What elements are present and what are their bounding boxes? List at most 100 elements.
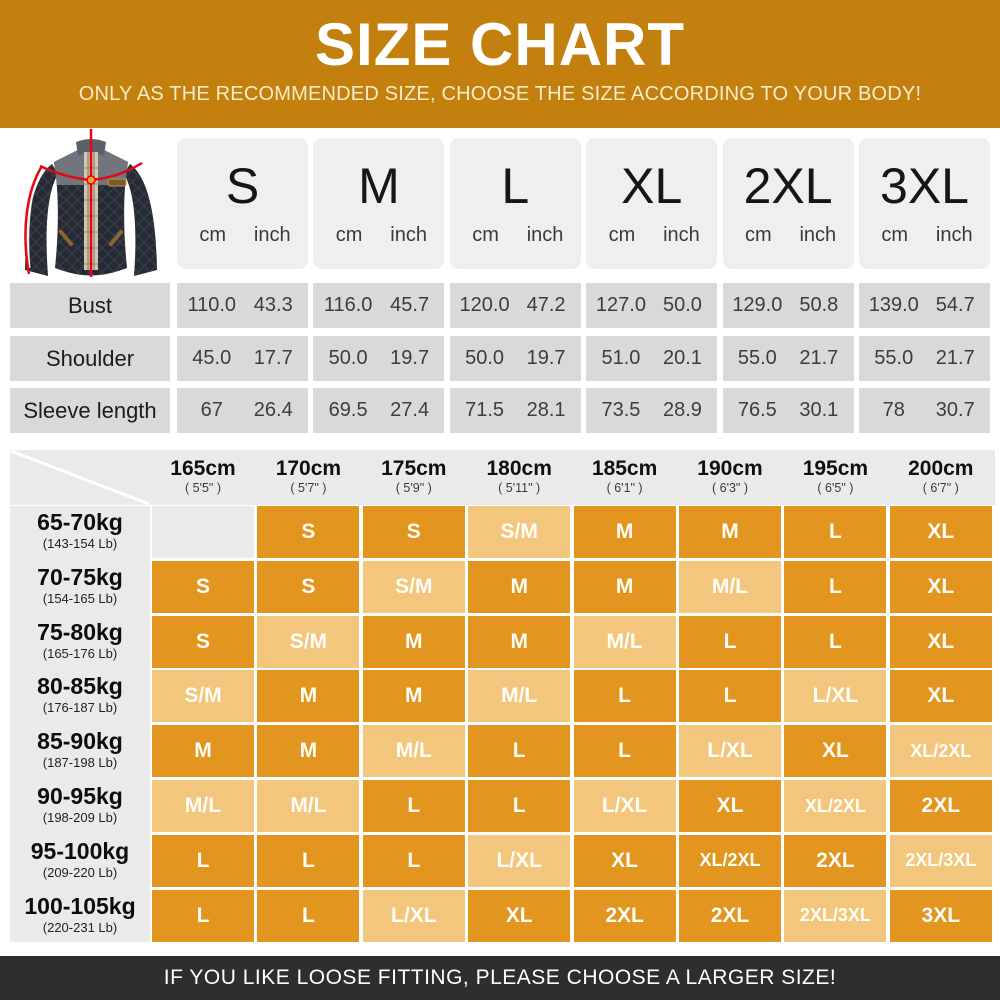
cm-value: 67	[200, 399, 223, 421]
fit-cell: L	[468, 725, 571, 778]
fit-cell: M	[468, 615, 571, 668]
fit-cell: 2XL	[573, 889, 676, 942]
measure-line-sleeve	[24, 165, 44, 275]
header-banner: SIZE CHART ONLY AS THE RECOMMENDED SIZE,…	[0, 0, 1000, 128]
height-header-175cm: 175cm( 5'9" )	[363, 450, 465, 505]
fit-size-text: XL	[927, 629, 955, 653]
fit-cell: L	[573, 725, 676, 778]
fit-size-text: M	[721, 520, 739, 543]
inch-value: 17.7	[253, 347, 293, 369]
height-feet-label: ( 5'9" )	[395, 481, 432, 495]
fit-cell: M	[362, 670, 465, 723]
fit-cell: M/L	[152, 780, 254, 832]
fit-size-text: M/L	[606, 629, 643, 653]
inch-value: 50.8	[799, 294, 839, 316]
unit-labels: cm inch	[586, 224, 717, 247]
fit-cell: L	[468, 780, 571, 832]
fit-cell: M	[573, 560, 676, 613]
inch-value: 45.7	[390, 294, 430, 316]
page-title: SIZE CHART	[315, 11, 685, 78]
measure-row-label: Bust	[10, 283, 170, 328]
measure-value-cell: 116.0 45.7	[313, 283, 445, 328]
weight-lb-label: (154-165 Lb)	[42, 590, 118, 606]
inch-value: 54.7	[935, 294, 975, 316]
fit-size-text: S	[301, 520, 316, 543]
fit-size-text: 2XL	[921, 794, 961, 817]
fit-cell: S/M	[362, 560, 465, 613]
cm-value: 55.0	[737, 347, 777, 369]
fit-size-text: L	[407, 794, 421, 817]
fit-size-text: M	[405, 629, 423, 653]
fit-cell: L/XL	[573, 780, 676, 832]
fit-cell: M/L	[679, 560, 781, 613]
fit-cell: S/M	[152, 670, 254, 723]
measure-value-cell: 76.5 30.1	[722, 388, 854, 433]
cm-value: 129.0	[732, 294, 783, 316]
fit-size-text: M	[299, 739, 318, 763]
fit-cell: M	[679, 506, 781, 558]
fit-size-text: M	[299, 684, 318, 708]
jacket-photo	[24, 129, 157, 277]
fit-cell: 2XL	[784, 834, 887, 887]
fit-size-text: 2XL	[816, 848, 855, 872]
fit-size-text: XL	[505, 903, 533, 927]
fit-cell: L	[573, 670, 676, 723]
fit-cell: M/L	[573, 615, 676, 668]
fit-cell: M	[257, 725, 360, 778]
fit-size-text: S/M	[184, 684, 222, 708]
height-cm-label: 200cm	[908, 457, 974, 480]
fit-size-text: M	[405, 684, 423, 708]
cm-value: 51.0	[601, 347, 641, 369]
height-feet-label: ( 6'3" )	[712, 481, 748, 495]
fit-size-text: L/XL	[812, 684, 859, 708]
fit-cell: 2XL	[679, 889, 781, 942]
inch-value: 20.1	[662, 347, 702, 369]
fit-size-text: L/XL	[496, 848, 542, 872]
fit-size-text: XL	[716, 794, 744, 817]
fit-cell: S	[152, 560, 254, 613]
measure-value-cell: 78 30.7	[859, 388, 990, 433]
fit-cell: XL	[889, 670, 992, 723]
weight-lb-label: (220-231 Lb)	[42, 919, 118, 935]
fit-size-text: S	[195, 629, 210, 653]
cm-value: 55.0	[874, 347, 914, 369]
measure-row-label: Sleeve length	[10, 388, 170, 433]
inch-unit-label: inch	[799, 224, 837, 246]
fit-size-text: M	[510, 574, 528, 598]
fit-size-text: L	[828, 520, 842, 543]
cm-unit-label: cm	[608, 224, 636, 246]
fit-cell: L	[362, 780, 465, 832]
fit-size-text: L	[618, 739, 631, 763]
measure-origin-dot	[86, 175, 96, 185]
inch-value: 30.7	[935, 399, 975, 421]
fit-cell: S/M	[257, 615, 360, 668]
fit-size-text: L	[828, 574, 842, 598]
cm-unit-label: cm	[745, 224, 772, 246]
measure-value-cell: 139.0 54.7	[859, 283, 990, 328]
measure-value-cell: 67 26.4	[177, 388, 308, 433]
unit-labels: cm inch	[450, 224, 581, 247]
fit-cell: XL/2XL	[679, 834, 781, 887]
weight-lb-label: (209-220 Lb)	[42, 864, 118, 880]
measure-value-cell: 71.5 28.1	[449, 388, 581, 433]
weight-kg-label: 70-75kg	[37, 563, 123, 590]
fit-size-text: L	[512, 794, 526, 817]
fit-cell: L	[784, 560, 887, 613]
size-column-header-2xl: 2XL cm inch	[722, 138, 854, 269]
chest-patch	[107, 178, 127, 187]
size-column-header-3xl: 3XL cm inch	[859, 138, 990, 269]
measure-row-label-text: Sleeve length	[23, 397, 157, 423]
fit-size-text: M/L	[395, 739, 432, 763]
fit-cell: XL/2XL	[889, 725, 992, 778]
fit-size-text: S	[195, 574, 210, 598]
fit-size-text: L	[196, 848, 210, 872]
weight-lb-label: (176-187 Lb)	[42, 700, 118, 716]
measure-row-label-text: Bust	[67, 292, 113, 318]
fit-cell: S	[152, 615, 254, 668]
weight-row-label-95-100kg: 95-100kg (209-220 Lb)	[10, 835, 150, 880]
fit-size-text: L	[301, 903, 315, 927]
cm-value: 50.0	[328, 347, 368, 369]
inch-value: 21.7	[935, 347, 975, 369]
measure-value-cell: 55.0 21.7	[859, 336, 990, 381]
